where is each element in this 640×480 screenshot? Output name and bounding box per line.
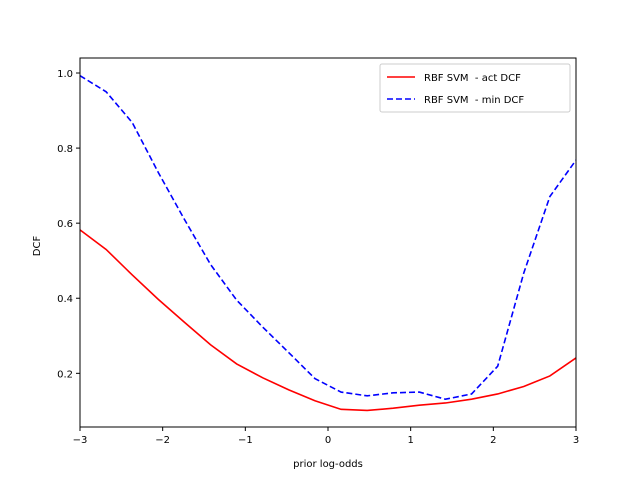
y-tick-label: 1.0 (57, 69, 73, 80)
legend-label-act-dcf: RBF SVM - act DCF (424, 73, 521, 84)
y-tick-label: 0.8 (57, 144, 73, 155)
legend-label-min-dcf: RBF SVM - min DCF (424, 95, 524, 106)
x-tick-label: 3 (573, 435, 579, 446)
x-tick-label: 0 (325, 435, 331, 446)
series-line-min-dcf (79, 74, 577, 401)
y-tick-label: 0.6 (57, 219, 73, 230)
x-tick-label: 2 (490, 435, 496, 446)
x-tick-label: −3 (73, 435, 88, 446)
series-line-act-dcf (79, 229, 577, 412)
plot-area: −3 −2 −1 0 1 2 3 0.2 0.4 0.6 0.8 1.0 (57, 57, 579, 446)
x-tick-label: 1 (407, 435, 413, 446)
y-axis-label: DCF (32, 236, 43, 257)
y-tick-label: 0.4 (57, 294, 73, 305)
y-tick-label: 0.2 (57, 369, 73, 380)
legend-frame (379, 63, 571, 113)
x-axis-label: prior log-odds (293, 459, 363, 470)
legend: RBF SVM - act DCF RBF SVM - min DCF (379, 63, 571, 113)
x-tick-label: −2 (155, 435, 170, 446)
x-tick-label: −1 (238, 435, 253, 446)
